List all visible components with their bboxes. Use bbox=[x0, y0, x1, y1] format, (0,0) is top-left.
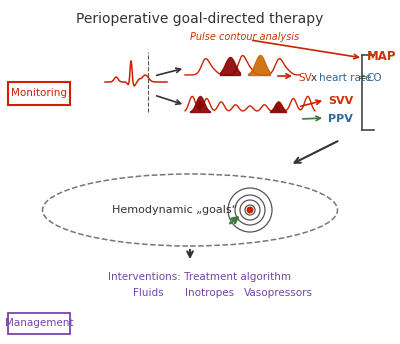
Text: SV: SV bbox=[298, 73, 312, 83]
Text: PPV: PPV bbox=[328, 114, 353, 124]
Text: MAP: MAP bbox=[367, 50, 396, 63]
Text: Hemodynamic „goals“: Hemodynamic „goals“ bbox=[112, 205, 238, 215]
Text: Vasopressors: Vasopressors bbox=[244, 288, 312, 298]
Text: CO: CO bbox=[366, 73, 382, 83]
Text: heart rate: heart rate bbox=[319, 73, 371, 83]
Text: Interventions: Treatment algorithm: Interventions: Treatment algorithm bbox=[108, 272, 292, 282]
Bar bbox=[8, 82, 70, 105]
Text: Management: Management bbox=[5, 319, 73, 329]
Text: SVV: SVV bbox=[328, 96, 353, 106]
Bar bbox=[8, 313, 70, 334]
Text: Fluids: Fluids bbox=[133, 288, 163, 298]
Circle shape bbox=[246, 206, 254, 214]
Text: Monitoring: Monitoring bbox=[11, 88, 67, 98]
Text: x: x bbox=[311, 73, 317, 83]
Text: Inotropes: Inotropes bbox=[186, 288, 234, 298]
Text: Pulse contour analysis: Pulse contour analysis bbox=[190, 32, 300, 42]
Text: Perioperative goal-directed therapy: Perioperative goal-directed therapy bbox=[76, 12, 324, 26]
Text: =: = bbox=[358, 73, 367, 83]
